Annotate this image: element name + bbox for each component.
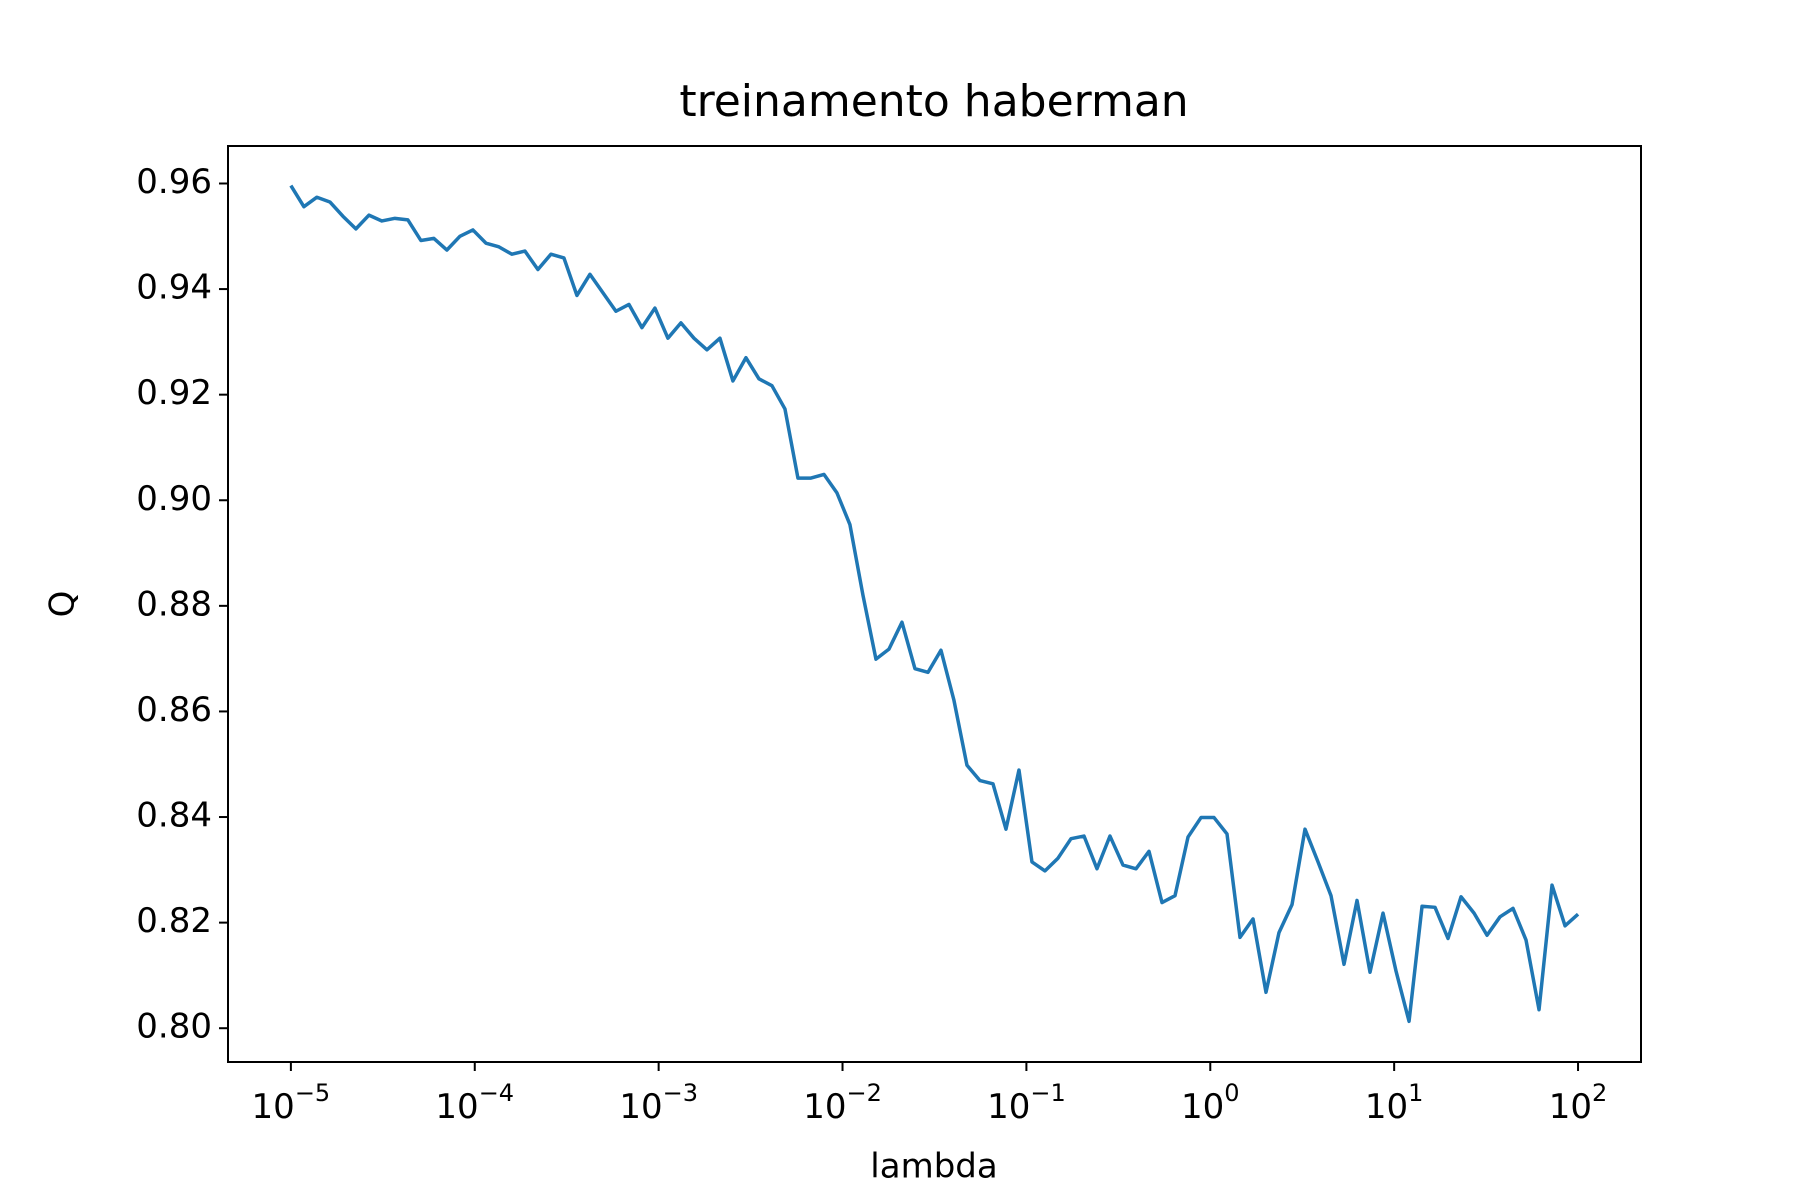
x-tick-label: 101 bbox=[1365, 1079, 1424, 1127]
y-tick-label: 0.86 bbox=[136, 690, 212, 730]
x-tick-label: 102 bbox=[1549, 1079, 1608, 1127]
chart-title: treinamento haberman bbox=[679, 76, 1188, 127]
y-tick-label: 0.94 bbox=[136, 268, 212, 308]
x-tick-label: 100 bbox=[1181, 1079, 1240, 1127]
x-tick-label: 10−5 bbox=[252, 1079, 331, 1127]
x-tick-label: 10−2 bbox=[803, 1079, 882, 1127]
x-axis-label: lambda bbox=[870, 1147, 997, 1187]
y-tick-label: 0.82 bbox=[136, 901, 212, 941]
data-line bbox=[289, 184, 1580, 1024]
y-tick-label: 0.80 bbox=[136, 1007, 212, 1047]
y-tick-label: 0.84 bbox=[136, 796, 212, 836]
y-axis-label: Q bbox=[43, 591, 83, 618]
y-tick-label: 0.88 bbox=[136, 584, 212, 624]
y-tick-label: 0.90 bbox=[136, 479, 212, 519]
x-tick-label: 10−1 bbox=[987, 1079, 1066, 1127]
y-tick-label: 0.96 bbox=[136, 162, 212, 202]
y-tick-label: 0.92 bbox=[136, 373, 212, 413]
plot-frame bbox=[227, 145, 1642, 1063]
x-tick-label: 10−3 bbox=[619, 1079, 698, 1127]
x-tick-label: 10−4 bbox=[435, 1079, 514, 1127]
